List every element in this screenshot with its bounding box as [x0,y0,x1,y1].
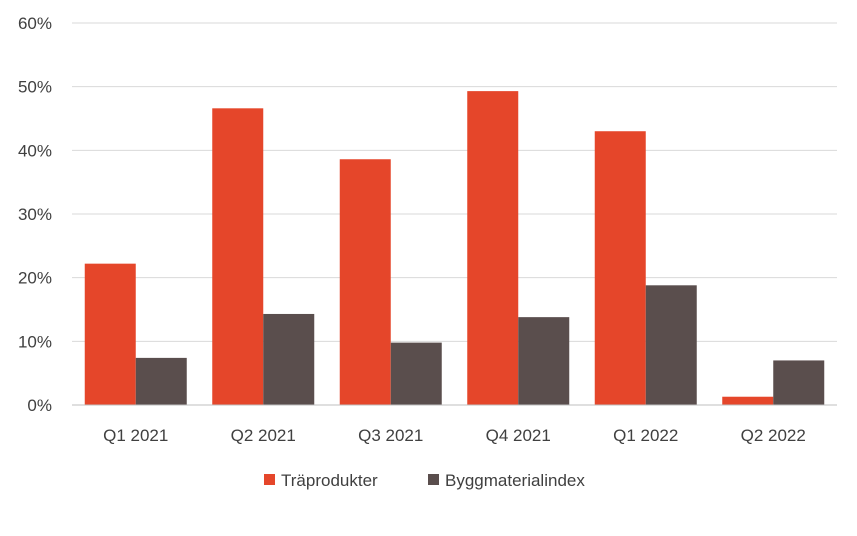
bar-byggmaterialindex [518,317,570,405]
y-tick-label: 10% [18,332,52,351]
bar-traprodukter [722,396,774,405]
y-axis-ticks: 0% 10% 20% 30% 40% 50% 60% [18,14,52,415]
bar-byggmaterialindex [390,342,442,405]
legend-swatch [264,474,275,485]
x-tick-label: Q2 2022 [741,426,806,445]
y-tick-label: 40% [18,141,52,160]
legend-label: Träprodukter [281,471,378,490]
legend-label: Byggmaterialindex [445,471,585,490]
bar-traprodukter [594,131,646,405]
bar-byggmaterialindex [135,357,187,405]
x-tick-label: Q4 2021 [486,426,551,445]
y-tick-label: 50% [18,78,52,97]
bar-byggmaterialindex [645,285,697,405]
x-tick-label: Q3 2021 [358,426,423,445]
bar-traprodukter [339,159,391,405]
x-tick-label: Q2 2021 [231,426,296,445]
gridlines [72,22,837,342]
y-tick-label: 60% [18,14,52,33]
y-tick-label: 20% [18,269,52,288]
bar-traprodukter [84,263,136,405]
bar-traprodukter [467,91,519,405]
x-tick-label: Q1 2022 [613,426,678,445]
legend-swatch [428,474,439,485]
y-tick-label: 30% [18,205,52,224]
legend: Träprodukter Byggmaterialindex [264,471,585,490]
bar-byggmaterialindex [263,313,315,405]
bar-traprodukter [212,108,264,406]
bar-byggmaterialindex [773,360,825,405]
x-tick-label: Q1 2021 [103,426,168,445]
bars [84,91,825,406]
y-tick-label: 0% [27,396,52,415]
x-axis-ticks: Q1 2021 Q2 2021 Q3 2021 Q4 2021 Q1 2022 Q2 20… [103,426,806,445]
